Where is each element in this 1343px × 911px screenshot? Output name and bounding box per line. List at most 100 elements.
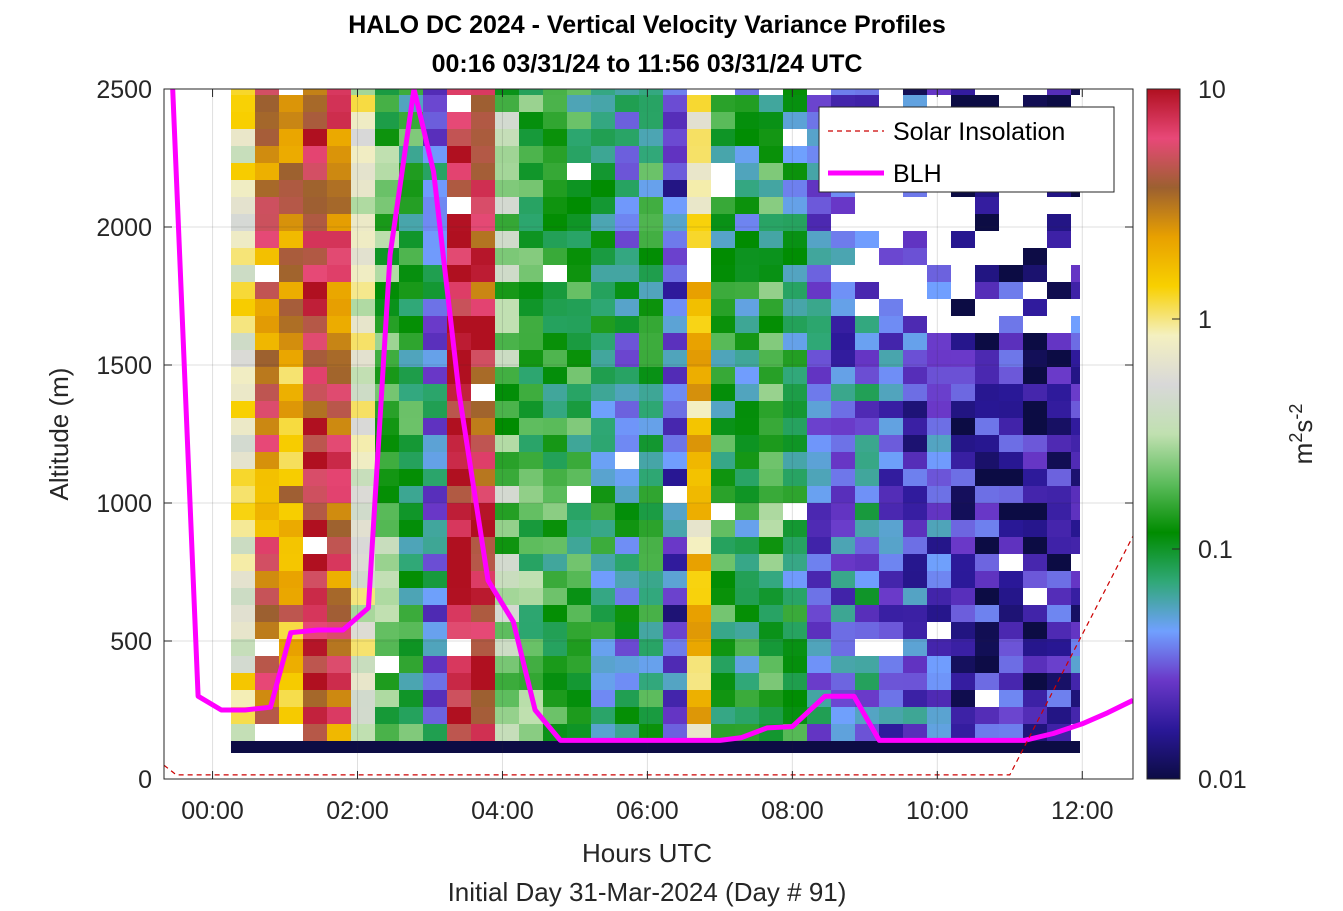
heatmap-cell (759, 435, 783, 452)
heatmap-cell (663, 673, 687, 690)
heatmap-cell (999, 724, 1023, 741)
heatmap-cell (399, 452, 423, 469)
heatmap-cell (231, 214, 255, 231)
heatmap-cell (711, 401, 735, 418)
heatmap-cell (519, 112, 543, 129)
heatmap-cell (327, 112, 351, 129)
heatmap-cell (519, 333, 543, 350)
heatmap-cell (927, 418, 951, 435)
heatmap-cell (303, 333, 327, 350)
heatmap-cell (567, 520, 591, 537)
heatmap-cell (975, 469, 999, 486)
heatmap-cell (735, 401, 759, 418)
heatmap-cell (999, 265, 1023, 282)
heatmap-cell (687, 299, 711, 316)
heatmap-cell (303, 299, 327, 316)
heatmap-cell (423, 503, 447, 520)
heatmap-cell (375, 95, 399, 112)
heatmap-cell (927, 673, 951, 690)
heatmap-cell (639, 197, 663, 214)
heatmap-cell (711, 214, 735, 231)
heatmap-cell (591, 333, 615, 350)
heatmap-cell (519, 367, 543, 384)
heatmap-cell (615, 622, 639, 639)
heatmap-cell (735, 690, 759, 707)
heatmap-cell (855, 401, 879, 418)
heatmap-cell (255, 214, 279, 231)
heatmap-cell (831, 554, 855, 571)
heatmap-cell (303, 520, 327, 537)
heatmap-cell (519, 605, 543, 622)
heatmap-cell (855, 673, 879, 690)
heatmap-cell (783, 435, 807, 452)
heatmap-cell (471, 673, 495, 690)
heatmap-cell (615, 554, 639, 571)
heatmap-cell (1023, 486, 1047, 503)
heatmap-cell (1047, 333, 1071, 350)
heatmap-cell (1071, 707, 1080, 724)
heatmap-cell (519, 89, 543, 95)
heatmap-cell (399, 316, 423, 333)
heatmap-cell (519, 299, 543, 316)
heatmap-cell (855, 435, 879, 452)
heatmap-cell (399, 469, 423, 486)
heatmap-cell (783, 112, 807, 129)
heatmap-cell (1047, 350, 1071, 367)
heatmap-cell (1047, 673, 1071, 690)
heatmap-cell (927, 333, 951, 350)
heatmap-cell (663, 707, 687, 724)
heatmap-cell (327, 520, 351, 537)
heatmap-cell (615, 401, 639, 418)
heatmap-cell (639, 520, 663, 537)
heatmap-cell (591, 350, 615, 367)
heatmap-cell (807, 333, 831, 350)
heatmap-cell (663, 384, 687, 401)
heatmap-cell (951, 503, 975, 520)
heatmap-cell (255, 554, 279, 571)
heatmap-cell (879, 724, 903, 741)
heatmap-cell (471, 163, 495, 180)
heatmap-cell (735, 537, 759, 554)
heatmap-cell (759, 333, 783, 350)
heatmap-cell (831, 639, 855, 656)
heatmap-cell (423, 554, 447, 571)
heatmap-cell (663, 95, 687, 112)
heatmap-cell (759, 469, 783, 486)
heatmap-cell (399, 605, 423, 622)
heatmap-cell (351, 316, 375, 333)
heatmap-cell (687, 503, 711, 520)
chart-title: HALO DC 2024 - Vertical Velocity Varianc… (348, 11, 946, 39)
heatmap-cell (975, 554, 999, 571)
heatmap-cell (519, 265, 543, 282)
heatmap-cell (663, 656, 687, 673)
heatmap-cell (231, 384, 255, 401)
heatmap-cell (711, 129, 735, 146)
heatmap-cell (831, 452, 855, 469)
heatmap-cell (567, 384, 591, 401)
heatmap-cell (999, 469, 1023, 486)
heatmap-cell (663, 452, 687, 469)
heatmap-cell (759, 214, 783, 231)
heatmap-cell (327, 401, 351, 418)
heatmap-cell (375, 690, 399, 707)
heatmap-cell (807, 724, 831, 741)
heatmap-cell (927, 435, 951, 452)
heatmap-cell (783, 605, 807, 622)
heatmap-cell (543, 316, 567, 333)
heatmap-cell (903, 554, 927, 571)
heatmap-cell (255, 469, 279, 486)
heatmap-cell (543, 486, 567, 503)
heatmap-cell (351, 384, 375, 401)
heatmap-cell (855, 316, 879, 333)
heatmap-cell (663, 537, 687, 554)
heatmap-cell (1047, 214, 1071, 231)
heatmap-cell (951, 537, 975, 554)
heatmap-cell (1023, 384, 1047, 401)
heatmap-cell (1071, 333, 1080, 350)
heatmap-cell (831, 197, 855, 214)
heatmap-cell (687, 350, 711, 367)
heatmap-cell (903, 486, 927, 503)
heatmap-cell (1047, 452, 1071, 469)
heatmap-cell (471, 724, 495, 741)
heatmap-cell (807, 707, 831, 724)
